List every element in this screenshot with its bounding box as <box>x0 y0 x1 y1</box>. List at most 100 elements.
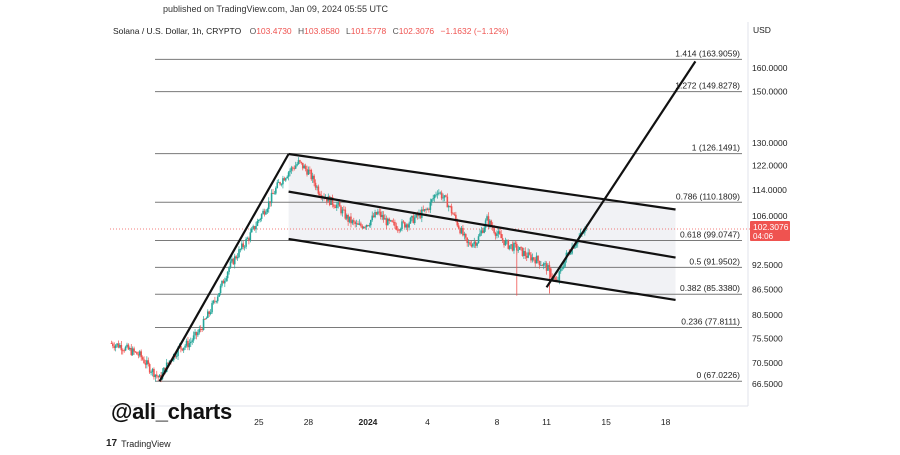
candle-body <box>313 175 315 183</box>
candle-body <box>236 257 239 259</box>
candle-body <box>191 340 194 342</box>
y-tick-label: 130.0000 <box>752 138 788 148</box>
candle-body <box>290 167 293 171</box>
candle-body <box>150 372 152 373</box>
candle-body <box>218 292 220 297</box>
candle-body <box>224 280 226 284</box>
candle-body <box>177 347 179 356</box>
candle-body <box>442 197 444 199</box>
candle-body <box>138 351 141 356</box>
candle-body <box>212 300 215 304</box>
candle-body <box>126 344 128 347</box>
candle-body <box>487 216 490 226</box>
candle-body <box>406 224 409 228</box>
candle-body <box>311 175 314 180</box>
tradingview-brand[interactable]: 17 TradingView <box>106 438 171 449</box>
candle-body <box>299 160 301 162</box>
candle-body <box>387 218 389 226</box>
candle-body <box>494 232 497 236</box>
candle-body <box>338 202 341 207</box>
axes: 66.5000 70.5000 75.5000 80.5000 86.5000 92.50… <box>110 22 790 427</box>
candle-body <box>331 197 334 205</box>
candle-body <box>167 362 169 364</box>
candle-body <box>415 213 417 218</box>
candle-body <box>467 242 470 244</box>
last-price-tag <box>750 220 790 241</box>
candles <box>110 157 588 383</box>
candle-body <box>110 343 113 344</box>
candle-body <box>371 215 374 221</box>
candle-body <box>525 255 528 258</box>
candle-body <box>534 259 537 264</box>
candle-body <box>289 170 291 173</box>
fib-label: 0.382 (85.3380) <box>680 283 740 293</box>
candle-body <box>207 311 209 318</box>
high-value: 103.8580 <box>304 26 340 36</box>
candle-body <box>235 256 237 259</box>
low-value: 101.5778 <box>350 26 387 36</box>
candle-body <box>503 240 505 246</box>
last-price-timer: 04:06 <box>753 232 774 241</box>
candle-body <box>344 209 347 219</box>
candle-body <box>136 351 138 355</box>
fib-label: 0.236 (77.8111) <box>681 316 740 326</box>
low-label: L <box>346 26 351 36</box>
candle-body <box>267 201 270 209</box>
candle-body <box>147 360 150 365</box>
candle-body <box>547 265 549 271</box>
y-tick-label: 160.0000 <box>752 63 788 73</box>
candle-body <box>517 249 520 251</box>
candle-body <box>569 253 572 255</box>
candle-body <box>395 225 398 230</box>
candle-body <box>459 228 461 234</box>
candle-body <box>277 182 280 183</box>
candle-body <box>466 237 468 243</box>
candle-body <box>286 176 288 179</box>
candle-body <box>402 221 405 223</box>
candle-body <box>364 226 366 228</box>
channel-shading <box>288 154 676 300</box>
candle-body <box>296 163 298 166</box>
candle-body <box>317 186 320 194</box>
y-tick-label: 92.5000 <box>752 260 783 270</box>
candle-body <box>255 225 257 230</box>
currency-label[interactable]: USD <box>753 25 771 35</box>
candle-body <box>435 194 437 196</box>
candle-body <box>202 318 205 331</box>
candle-body <box>270 192 273 204</box>
candle-body <box>358 223 361 225</box>
candle-body <box>470 244 473 247</box>
fib-label: 1 (126.1491) <box>692 143 740 153</box>
candle-body <box>123 350 125 352</box>
candle-body <box>357 223 359 225</box>
candle-body <box>225 278 228 281</box>
channel-lower-line <box>288 237 676 302</box>
candle-body <box>537 255 539 261</box>
candle-body <box>229 261 232 268</box>
candle-body <box>130 348 133 355</box>
candle-body <box>340 206 342 214</box>
candle-body <box>351 220 354 224</box>
candle-body <box>535 255 538 264</box>
candle-body <box>528 252 531 255</box>
fib-label: 0 (67.0226) <box>697 370 741 380</box>
candle-body <box>314 182 317 188</box>
candle-body <box>450 206 453 214</box>
candle-body <box>496 233 498 236</box>
candle-body <box>318 193 321 196</box>
candle-body <box>153 368 155 378</box>
candle-body <box>521 247 524 256</box>
candle-body <box>181 348 184 351</box>
candle-body <box>192 335 195 341</box>
y-tick-label: 66.5000 <box>752 379 783 389</box>
fib-label: 0.5 (91.9502) <box>689 256 740 266</box>
candle-body <box>379 211 382 218</box>
candle-body <box>262 210 264 215</box>
candle-body <box>241 243 243 249</box>
candle-body <box>520 247 522 248</box>
candle-body <box>409 217 412 224</box>
candle-body <box>524 251 527 256</box>
candle-body <box>293 168 296 169</box>
candle-body <box>558 271 561 281</box>
